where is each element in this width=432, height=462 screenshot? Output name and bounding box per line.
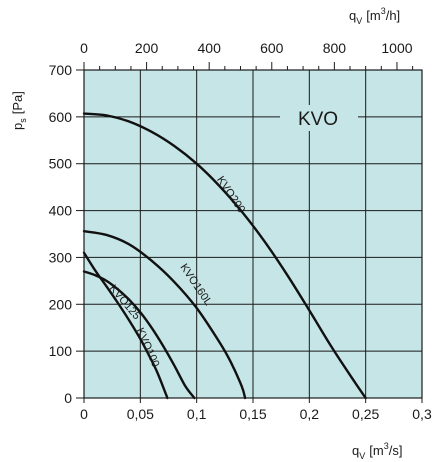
x2-tick-label: 400 — [198, 40, 222, 56]
y-axis-label: ps [Pa] — [10, 91, 28, 130]
x-tick-label: 0,1 — [187, 406, 207, 422]
curve-kvo100 — [82, 251, 169, 400]
x2-tick-label: 0 — [80, 40, 88, 56]
y-tick-label: 100 — [49, 343, 73, 359]
x2-tick-label: 800 — [323, 40, 347, 56]
x-tick-label: 0,15 — [239, 406, 266, 422]
y-tick-label: 600 — [49, 109, 73, 125]
x-axis-label-sub: V — [359, 451, 365, 461]
x2-axis-label-main: q — [349, 8, 356, 23]
x-tick-label: 0 — [80, 406, 88, 422]
x2-axis-label-unit-sup: 3 — [381, 6, 386, 16]
x-axis-label-unit-base: [m — [369, 443, 383, 458]
x2-axis-label-unit-tail: /h] — [386, 8, 400, 23]
x2-axis-label: qV [m3/h] — [349, 6, 400, 26]
curve-kvo200 — [82, 112, 367, 400]
chart-title: KVO — [298, 109, 338, 130]
x-tick-label: 0,2 — [300, 406, 320, 422]
y-axis-label-unit: [Pa] — [10, 91, 25, 114]
title-background — [280, 105, 358, 131]
x-axis-label-unit-tail: /s] — [389, 443, 403, 458]
x-axis-label-unit-sup: 3 — [384, 441, 389, 451]
y-tick-label: 400 — [49, 203, 73, 219]
curve-kvo125 — [82, 270, 196, 400]
y-tick-label: 0 — [64, 390, 72, 406]
tick-marks — [76, 62, 423, 403]
x2-axis-label-unit-base: [m — [366, 8, 380, 23]
tick-labels-group: 0 0,05 0,1 0,15 0,2 0,25 0,3 0 100 200 300 400 500 60… — [49, 40, 432, 422]
y-tick-label: 200 — [49, 296, 73, 312]
x-tick-label: 0,05 — [127, 406, 154, 422]
x2-tick-label: 1000 — [381, 40, 412, 56]
x-axis-label-main: q — [352, 443, 359, 458]
y-tick-label: 700 — [49, 62, 73, 78]
y-axis-label-sub: s — [18, 118, 28, 123]
x-axis-label: qV [m3/s] — [352, 441, 402, 461]
y-tick-label: 500 — [49, 156, 73, 172]
y-tick-label: 300 — [49, 249, 73, 265]
curve-kvo160l — [82, 229, 247, 400]
x-tick-label: 0,3 — [412, 406, 432, 422]
x-tick-label: 0,25 — [352, 406, 379, 422]
x2-tick-label: 600 — [260, 40, 284, 56]
x2-tick-label: 200 — [135, 40, 159, 56]
x2-axis-label-sub: V — [356, 16, 362, 26]
y-axis-label-main: p — [10, 123, 25, 130]
